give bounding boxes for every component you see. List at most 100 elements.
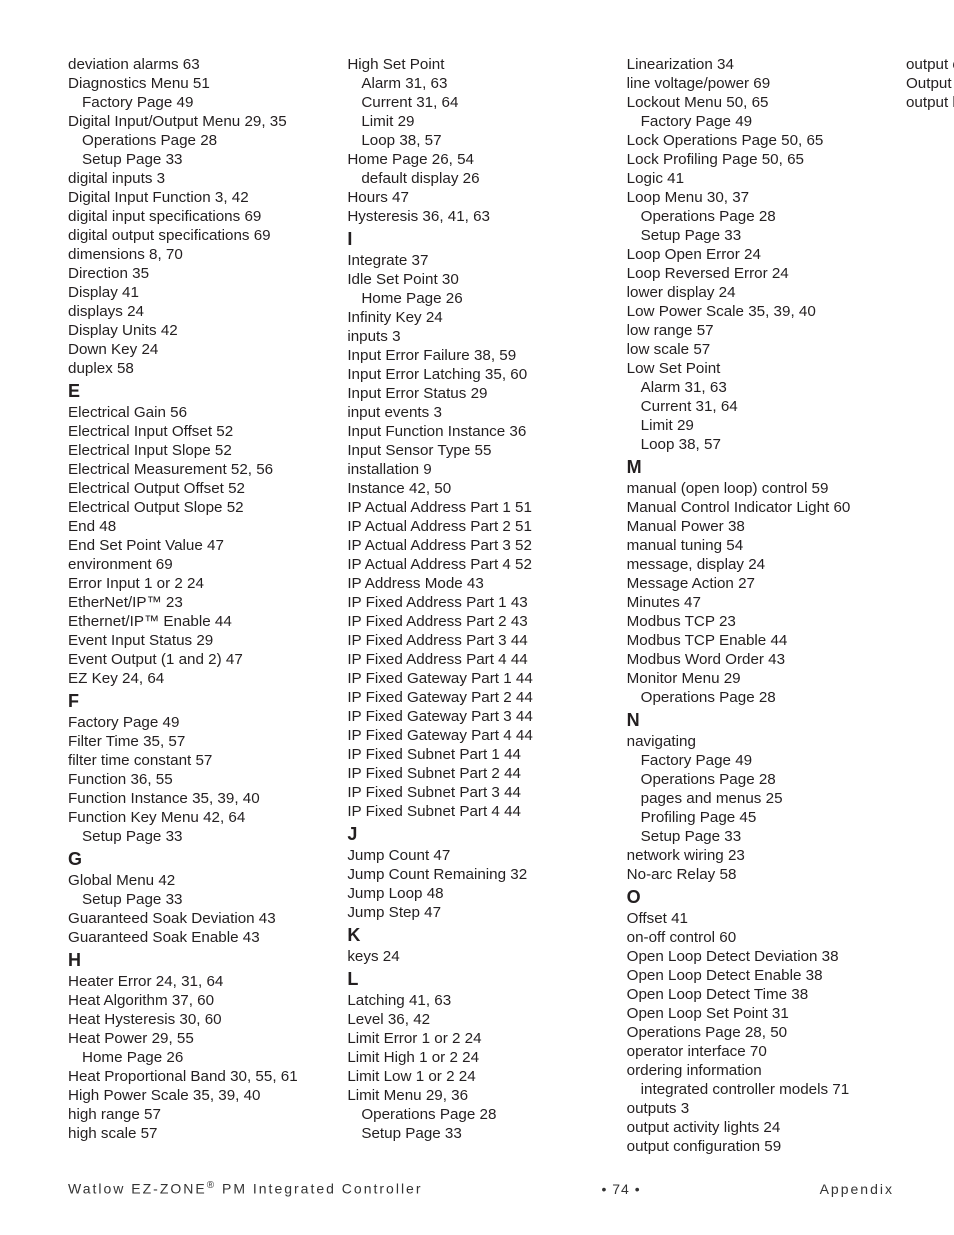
- index-entry: Direction 35: [68, 264, 335, 283]
- index-entry: inputs 3: [347, 327, 614, 346]
- footer-left: Watlow EZ-ZONE® PM Integrated Controller: [68, 1180, 423, 1197]
- index-entry: default display 26: [347, 169, 614, 188]
- index-entry: Input Sensor Type 55: [347, 441, 614, 460]
- index-entry: Hysteresis 36, 41, 63: [347, 207, 614, 226]
- index-entry: Open Loop Detect Time 38: [627, 985, 894, 1004]
- index-entry: IP Fixed Subnet Part 3 44: [347, 783, 614, 802]
- index-entry: End Set Point Value 47: [68, 536, 335, 555]
- index-entry: Function 36, 55: [68, 770, 335, 789]
- index-entry: Factory Page 49: [627, 112, 894, 131]
- index-entry: IP Fixed Subnet Part 2 44: [347, 764, 614, 783]
- index-entry: IP Address Mode 43: [347, 574, 614, 593]
- index-entry: Message Action 27: [627, 574, 894, 593]
- index-entry: No-arc Relay 58: [627, 865, 894, 884]
- index-entry: High Set Point: [347, 55, 614, 74]
- index-entry: Linearization 34: [627, 55, 894, 74]
- index-entry: Global Menu 42: [68, 871, 335, 890]
- index-entry: Home Page 26, 54: [347, 150, 614, 169]
- index-entry: Heat Power 29, 55: [68, 1029, 335, 1048]
- index-entry: Home Page 26: [347, 289, 614, 308]
- index-entry: digital input specifications 69: [68, 207, 335, 226]
- index-entry: Loop Reversed Error 24: [627, 264, 894, 283]
- index-entry: displays 24: [68, 302, 335, 321]
- index-entry: Operations Page 28: [68, 131, 335, 150]
- index-entry: Current 31, 64: [627, 397, 894, 416]
- index-entry: low scale 57: [627, 340, 894, 359]
- index-entry: Loop 38, 57: [347, 131, 614, 150]
- index-entry: environment 69: [68, 555, 335, 574]
- index-entry: High Power Scale 35, 39, 40: [68, 1086, 335, 1105]
- index-entry: Limit Menu 29, 36: [347, 1086, 614, 1105]
- index-entry: Loop Menu 30, 37: [627, 188, 894, 207]
- index-entry: Alarm 31, 63: [627, 378, 894, 397]
- index-entry: Level 36, 42: [347, 1010, 614, 1029]
- index-entry: dimensions 8, 70: [68, 245, 335, 264]
- index-entry: IP Fixed Gateway Part 2 44: [347, 688, 614, 707]
- index-entry: Offset 41: [627, 909, 894, 928]
- index-entry: digital output specifications 69: [68, 226, 335, 245]
- index-heading: I: [347, 230, 614, 249]
- index-entry: Event Input Status 29: [68, 631, 335, 650]
- index-entry: IP Fixed Address Part 2 43: [347, 612, 614, 631]
- index-entry: low range 57: [627, 321, 894, 340]
- index-entry: Limit Low 1 or 2 24: [347, 1067, 614, 1086]
- index-entry: Electrical Measurement 52, 56: [68, 460, 335, 479]
- index-entry: on-off control 60: [627, 928, 894, 947]
- index-entry: Digital Input/Output Menu 29, 35: [68, 112, 335, 131]
- index-entry: Factory Page 49: [68, 93, 335, 112]
- index-entry: line voltage/power 69: [627, 74, 894, 93]
- index-entry: Low Power Scale 35, 39, 40: [627, 302, 894, 321]
- index-entry: Display 41: [68, 283, 335, 302]
- index-entry: output hardware specifications 69: [906, 93, 954, 112]
- index-entry: IP Actual Address Part 4 52: [347, 555, 614, 574]
- index-entry: EZ Key 24, 64: [68, 669, 335, 688]
- index-entry: Ethernet/IP™ Enable 44: [68, 612, 335, 631]
- index-entry: ordering information: [627, 1061, 894, 1080]
- index-entry: Integrate 37: [347, 251, 614, 270]
- index-entry: Operations Page 28: [347, 1105, 614, 1124]
- index-entry: Setup Page 33: [347, 1124, 614, 1143]
- index-heading: O: [627, 888, 894, 907]
- index-entry: Setup Page 33: [68, 890, 335, 909]
- index-entry: output activity lights 24: [627, 1118, 894, 1137]
- index-entry: Input Error Failure 38, 59: [347, 346, 614, 365]
- index-entry: IP Fixed Address Part 1 43: [347, 593, 614, 612]
- index-entry: End 48: [68, 517, 335, 536]
- index-entry: Latching 41, 63: [347, 991, 614, 1010]
- index-entry: Heater Error 24, 31, 64: [68, 972, 335, 991]
- footer-product-pre: Watlow EZ-ZONE: [68, 1181, 207, 1197]
- index-entry: network wiring 23: [627, 846, 894, 865]
- index-entry: Function Key Menu 42, 64: [68, 808, 335, 827]
- index-entry: Loop Open Error 24: [627, 245, 894, 264]
- index-entry: Guaranteed Soak Enable 43: [68, 928, 335, 947]
- index-entry: Setup Page 33: [627, 827, 894, 846]
- index-entry: Monitor Menu 29: [627, 669, 894, 688]
- index-entry: Down Key 24: [68, 340, 335, 359]
- index-entry: Heat Proportional Band 30, 55, 61: [68, 1067, 335, 1086]
- index-entry: manual (open loop) control 59: [627, 479, 894, 498]
- index-entry: Setup Page 33: [68, 150, 335, 169]
- index-heading: H: [68, 951, 335, 970]
- index-entry: Heat Algorithm 37, 60: [68, 991, 335, 1010]
- index-entry: integrated controller models 71: [627, 1080, 894, 1099]
- index-entry: Jump Step 47: [347, 903, 614, 922]
- index-entry: Input Error Status 29: [347, 384, 614, 403]
- index-entry: Open Loop Detect Enable 38: [627, 966, 894, 985]
- index-entry: Jump Loop 48: [347, 884, 614, 903]
- index-entry: Display Units 42: [68, 321, 335, 340]
- index-entry: output configuration 59: [627, 1137, 894, 1156]
- footer-product-post: PM Integrated Controller: [216, 1181, 422, 1197]
- footer-reg: ®: [207, 1180, 216, 1191]
- index-entry: Electrical Gain 56: [68, 403, 335, 422]
- index-entry: Limit 29: [627, 416, 894, 435]
- index-entry: output events 3: [906, 55, 954, 74]
- index-entry: Electrical Output Offset 52: [68, 479, 335, 498]
- index-entry: Filter Time 35, 57: [68, 732, 335, 751]
- index-heading: E: [68, 382, 335, 401]
- index-entry: IP Actual Address Part 1 51: [347, 498, 614, 517]
- index-entry: Operations Page 28: [627, 770, 894, 789]
- index-entry: filter time constant 57: [68, 751, 335, 770]
- index-entry: Loop 38, 57: [627, 435, 894, 454]
- index-entry: IP Fixed Subnet Part 4 44: [347, 802, 614, 821]
- footer-page-num: • 74 •: [601, 1181, 640, 1197]
